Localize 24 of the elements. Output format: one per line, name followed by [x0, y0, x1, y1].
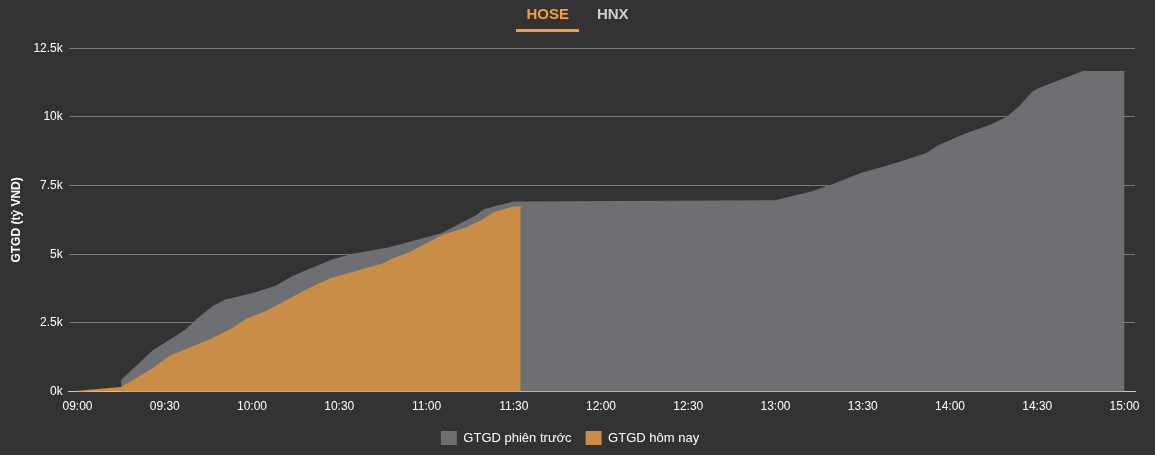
y-tick-label: 2.5k: [40, 315, 64, 330]
x-tick-label: 12:00: [585, 399, 617, 414]
text: HNX: [595, 4, 630, 24]
y-axis-title: GTGD (tỷ VND): [8, 177, 23, 263]
y-tick-label: 12.5k: [33, 40, 64, 55]
x-tick-label: 11:30: [499, 399, 529, 414]
y-tick-label: 7.5k: [40, 177, 64, 192]
y-tick-label: 0k: [50, 383, 64, 398]
x-tick-label: 12:30: [673, 399, 704, 414]
x-tick-label: 14:30: [1022, 399, 1053, 414]
x-tick-label: 10:00: [236, 399, 268, 414]
text: HOSE: [516, 0, 579, 32]
x-tick-label: 10:30: [324, 399, 355, 414]
x-tick-label: 11:00: [411, 399, 442, 414]
legend-label: GTGD hôm nay: [608, 429, 700, 445]
x-tick-label: 09:00: [62, 399, 93, 414]
x-tick-label: 15:00: [1109, 399, 1140, 414]
x-tick-label: 14:00: [935, 399, 966, 414]
y-tick-label: 5k: [50, 246, 64, 261]
y-tick-label: 10k: [43, 109, 64, 124]
x-tick-label: 13:30: [847, 399, 879, 414]
x-tick-label: 13:00: [760, 399, 791, 414]
x-tick-label: 09:30: [149, 399, 181, 414]
legend-label: GTGD phiên trước: [463, 429, 573, 445]
